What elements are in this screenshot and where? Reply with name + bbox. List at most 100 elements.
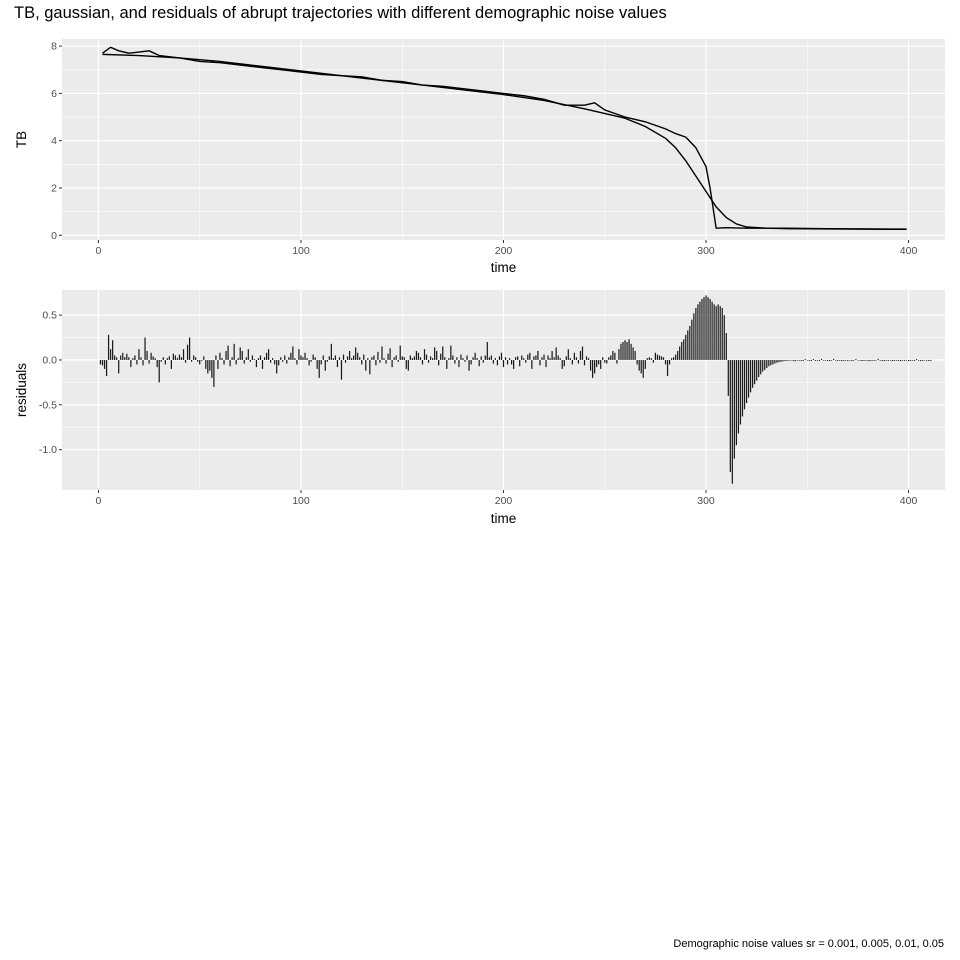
residual-bar — [407, 359, 409, 371]
residual-bar — [330, 343, 332, 360]
residual-bar — [267, 349, 270, 360]
residual-bar — [223, 359, 225, 365]
residual-bar — [130, 359, 132, 368]
residual-bar — [357, 352, 359, 360]
residual-bar — [278, 359, 280, 366]
residual-bar — [136, 359, 138, 365]
residual-bar — [472, 357, 474, 360]
residual-bar — [725, 333, 727, 360]
residual-bar — [839, 359, 841, 361]
residual-bar — [816, 359, 819, 361]
residual-bar — [875, 359, 877, 361]
residual-bar — [365, 359, 367, 371]
residual-bar — [826, 359, 829, 361]
residual-bar — [555, 347, 557, 360]
y-tick-label: -1.0 — [39, 444, 57, 456]
residual-bar — [361, 359, 363, 365]
residual-bar — [379, 359, 381, 363]
residual-bar — [867, 359, 869, 361]
residual-bar — [553, 357, 555, 360]
residual-bar — [701, 298, 703, 360]
residual-bar — [209, 359, 211, 371]
residual-bar — [741, 359, 744, 417]
residual-bar — [338, 357, 341, 360]
residual-bar — [191, 359, 193, 362]
residual-bar — [735, 359, 738, 446]
residual-bar — [652, 359, 654, 363]
residual-bar — [646, 358, 648, 360]
residual-bar — [290, 352, 292, 360]
residual-bar — [132, 358, 134, 360]
y-tick-label: 2 — [51, 182, 57, 194]
residual-bar — [99, 359, 102, 365]
residual-bar — [405, 359, 407, 369]
residual-bar — [413, 356, 415, 360]
residual-bar — [794, 359, 796, 362]
residual-bar — [909, 359, 912, 361]
residual-bar — [492, 359, 494, 364]
residual-bar — [883, 359, 885, 362]
residual-bar — [142, 359, 144, 366]
residual-bar — [506, 359, 509, 365]
residual-bar — [762, 359, 764, 372]
residual-bar — [581, 346, 584, 360]
residual-bar — [328, 356, 330, 360]
residual-bar — [320, 359, 322, 365]
residual-bar — [843, 359, 845, 361]
residual-bar — [421, 359, 424, 365]
residual-bar — [918, 359, 920, 361]
residual-bar — [213, 359, 215, 387]
residual-bar — [427, 359, 430, 363]
residual-bar — [543, 354, 545, 360]
residual-bar — [745, 359, 748, 404]
residual-bar — [369, 359, 371, 375]
residual-bar — [626, 342, 628, 360]
residual-bar — [885, 359, 887, 361]
residual-bar — [373, 355, 375, 360]
residual-bar — [515, 357, 517, 360]
residual-bar — [158, 359, 160, 383]
residual-bar — [284, 355, 286, 360]
residual-bar — [444, 357, 446, 360]
residual-bar — [695, 307, 697, 360]
residual-bar — [395, 355, 397, 360]
observed-series-line — [102, 46, 907, 230]
residual-bar — [186, 344, 189, 360]
residual-bar — [565, 356, 567, 360]
residual-bar — [800, 359, 802, 361]
residual-bar — [869, 359, 871, 362]
residual-bar — [164, 359, 166, 365]
residual-bar — [664, 359, 667, 365]
residual-bar — [436, 350, 438, 360]
residual-bar — [865, 359, 867, 361]
residual-bar — [567, 349, 569, 360]
residual-bar — [326, 359, 328, 362]
residual-bar — [849, 359, 851, 361]
residual-bar — [630, 343, 632, 360]
residual-bar — [922, 359, 924, 361]
residual-bar — [464, 359, 466, 362]
residual-bar — [462, 358, 464, 360]
residual-bar — [251, 355, 253, 360]
residual-bar — [498, 356, 501, 360]
residual-bar — [861, 359, 863, 362]
residual-bar — [480, 356, 482, 360]
residual-bar — [419, 357, 422, 360]
residual-bar — [306, 358, 308, 360]
residual-bar — [780, 359, 782, 362]
residual-bar — [727, 359, 729, 396]
residual-bar — [723, 315, 725, 360]
residual-bar — [504, 357, 507, 360]
residual-bar — [784, 359, 786, 362]
residual-bar — [296, 359, 298, 365]
y-tick-label: 6 — [51, 88, 57, 100]
residuals-panel: 0 100 200 300 400 -1.0 -0.5 0.0 0.5 time residuals — [14, 290, 945, 526]
residual-bar — [170, 359, 172, 369]
residual-bar — [851, 359, 853, 362]
residual-bar — [733, 359, 735, 459]
residual-bar — [920, 359, 922, 362]
residual-bar — [677, 350, 679, 360]
y-tick-label: -0.5 — [39, 399, 57, 411]
residual-bar — [310, 359, 312, 362]
residual-bar — [887, 359, 889, 361]
